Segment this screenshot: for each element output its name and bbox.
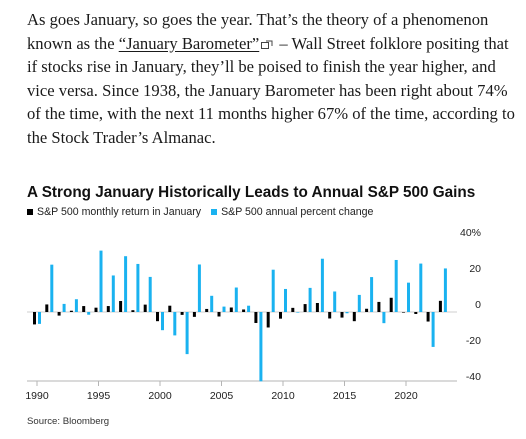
bar-monthly-2005: [217, 312, 221, 317]
bar-annual-2015: [345, 312, 349, 314]
bar-annual-2018: [382, 312, 386, 324]
bar-annual-2020: [407, 282, 410, 312]
y-tick-label: -20: [466, 335, 481, 347]
bar-monthly-2002: [180, 312, 184, 315]
bar-monthly-2008: [254, 312, 258, 323]
bar-annual-1999: [148, 276, 152, 312]
legend-swatch-monthly: [27, 209, 33, 215]
bar-annual-2021: [419, 263, 423, 312]
bar-annual-2006: [234, 287, 238, 312]
bar-annual-2004: [210, 295, 214, 312]
bar-annual-2008: [259, 312, 263, 382]
bar-monthly-2009: [266, 312, 270, 328]
bar-annual-1991: [50, 264, 54, 312]
y-tick-label: 20: [469, 263, 481, 275]
article-text-end: – Wall Street folklore positing that if …: [27, 33, 515, 147]
january-barometer-link[interactable]: “January Barometer”: [118, 33, 260, 53]
bar-monthly-1992: [57, 312, 61, 316]
external-link-icon[interactable]: [261, 40, 273, 50]
article-paragraph: As goes January, so goes the year. That’…: [27, 8, 519, 150]
legend-swatch-annual: [211, 209, 218, 215]
bar-annual-2005: [222, 306, 226, 312]
bar-monthly-2004: [205, 308, 209, 312]
bar-monthly-2013: [315, 303, 319, 312]
bar-annual-2000: [161, 312, 164, 331]
x-tick-label: 2005: [210, 390, 234, 402]
bar-monthly-2012: [303, 304, 307, 312]
x-tick-label: 1990: [25, 390, 49, 402]
bar-annual-2014: [333, 291, 337, 312]
bar-monthly-1993: [69, 310, 73, 312]
bar-monthly-2010: [279, 312, 282, 319]
legend-label-annual: S&P 500 annual percent change: [221, 206, 374, 218]
bar-monthly-1996: [106, 306, 110, 312]
bar-annual-2001: [173, 312, 177, 336]
y-tick-label: 0: [475, 299, 481, 311]
bar-annual-2023: [443, 268, 447, 312]
bar-annual-2002: [185, 312, 189, 355]
chart-source: Source: Bloomberg: [27, 416, 110, 427]
bar-annual-2007: [247, 305, 251, 312]
y-tick-label: 40%: [460, 227, 481, 239]
bar-annual-1996: [111, 275, 115, 312]
bar-monthly-2011: [291, 307, 295, 312]
legend-item-monthly: S&P 500 monthly return in January: [27, 206, 201, 218]
bar-monthly-1999: [143, 304, 147, 312]
bar-monthly-2015: [340, 312, 344, 318]
bar-annual-2016: [357, 294, 361, 312]
bar-monthly-1990: [33, 312, 36, 325]
bar-monthly-1994: [82, 306, 86, 312]
x-tick-label: 2000: [148, 390, 172, 402]
legend-item-annual: S&P 500 annual percent change: [211, 206, 373, 218]
bar-monthly-2021: [414, 312, 418, 314]
bar-annual-1997: [124, 256, 128, 312]
chart-legend: S&P 500 monthly return in January S&P 50…: [27, 206, 380, 218]
bar-monthly-2007: [242, 309, 246, 312]
bar-monthly-2018: [377, 301, 381, 312]
bar-annual-2012: [308, 287, 312, 312]
x-tick-label: 2015: [333, 390, 357, 402]
bar-annual-1993: [74, 299, 78, 312]
bar-annual-1994: [87, 312, 91, 315]
bar-annual-2010: [284, 288, 287, 312]
chart-title: A Strong January Historically Leads to A…: [27, 184, 476, 201]
bar-monthly-2003: [192, 312, 196, 317]
bar-monthly-1997: [119, 301, 123, 312]
bar-monthly-2019: [389, 297, 393, 312]
bar-monthly-2001: [168, 305, 172, 312]
bar-monthly-2014: [328, 312, 332, 319]
bar-monthly-1998: [131, 310, 135, 312]
bar-monthly-2020: [402, 312, 405, 313]
bar-annual-2019: [394, 259, 398, 312]
x-tick-label: 1995: [87, 390, 111, 402]
bar-annual-2017: [370, 277, 374, 312]
bar-monthly-2016: [352, 312, 356, 322]
x-tick-label: 2010: [271, 390, 295, 402]
bar-monthly-2006: [229, 307, 233, 312]
bar-monthly-1991: [45, 304, 49, 312]
bar-monthly-2023: [438, 300, 442, 312]
bar-annual-2022: [431, 312, 435, 347]
bar-annual-2009: [271, 269, 275, 312]
bar-monthly-1995: [94, 307, 98, 312]
bar-annual-1998: [136, 263, 140, 312]
y-tick-label: -40: [466, 371, 481, 383]
article-text-start: As goes January, so goes the year. That’…: [27, 10, 489, 53]
bar-annual-1992: [62, 303, 66, 312]
bar-monthly-2022: [426, 312, 430, 322]
bar-annual-2013: [320, 258, 324, 312]
bar-monthly-2017: [365, 308, 369, 312]
x-tick-label: 2020: [394, 390, 418, 402]
legend-label-monthly: S&P 500 monthly return in January: [37, 206, 202, 218]
bar-annual-1990: [38, 312, 41, 324]
bar-annual-1995: [99, 250, 103, 312]
bar-annual-2003: [197, 264, 201, 312]
bar-annual-2011: [296, 312, 300, 313]
bar-monthly-2000: [156, 312, 159, 322]
